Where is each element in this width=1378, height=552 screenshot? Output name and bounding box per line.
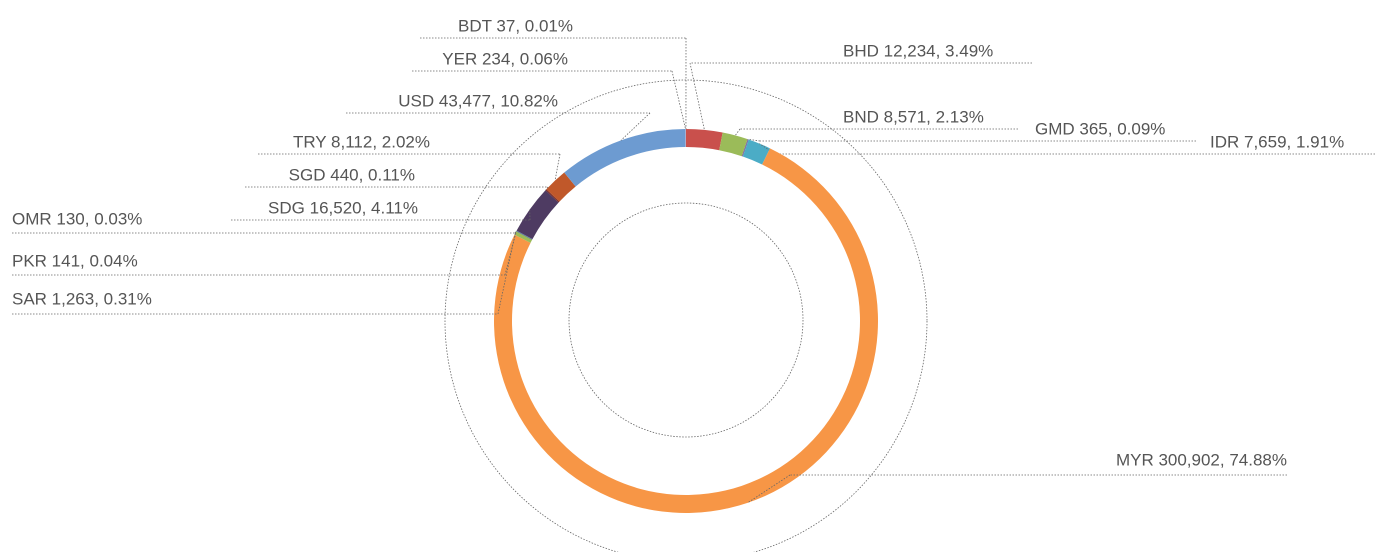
donut-segment	[685, 129, 686, 148]
leader-line	[671, 70, 686, 130]
outer-guide	[444, 79, 928, 552]
data-label: OMR 130, 0.03%	[12, 209, 142, 228]
data-label: PKR 141, 0.04%	[12, 251, 138, 270]
donut-segment	[516, 190, 559, 240]
data-label: IDR 7,659, 1.91%	[1210, 132, 1344, 151]
leader-line	[545, 186, 549, 190]
data-label: SDG 16,520, 4.11%	[268, 198, 418, 217]
data-label: GMD 365, 0.09%	[1035, 119, 1165, 138]
leader-line	[554, 153, 561, 181]
data-label: USD 43,477, 10.82%	[398, 91, 558, 110]
donut-segment	[546, 172, 576, 202]
data-label: BDT 37, 0.01%	[458, 16, 573, 35]
donut-segment	[564, 129, 686, 187]
leader-line	[748, 138, 761, 142]
leader-line	[620, 112, 651, 141]
donut-segment	[545, 189, 560, 203]
inner-guide	[568, 202, 804, 438]
leader-line	[734, 128, 741, 136]
data-label: MYR 300,902, 74.88%	[1116, 450, 1287, 469]
data-label: BND 8,571, 2.13%	[843, 107, 984, 126]
data-label: SGD 440, 0.11%	[289, 165, 415, 184]
donut-segment	[516, 230, 533, 240]
donut-segment	[742, 139, 770, 165]
data-label: TRY 8,112, 2.02%	[293, 132, 430, 151]
leader-line	[514, 230, 517, 234]
donut-segment	[514, 231, 533, 243]
donut-segment	[719, 132, 748, 157]
donut-segment	[741, 139, 749, 157]
donut-segment	[516, 230, 533, 240]
data-label: BHD 12,234, 3.49%	[843, 41, 993, 60]
leader-line	[689, 62, 705, 130]
donut-segment	[686, 129, 723, 151]
data-label: YER 234, 0.06%	[442, 49, 568, 68]
leader-line	[747, 474, 791, 504]
data-label: SAR 1,263, 0.31%	[12, 289, 152, 308]
